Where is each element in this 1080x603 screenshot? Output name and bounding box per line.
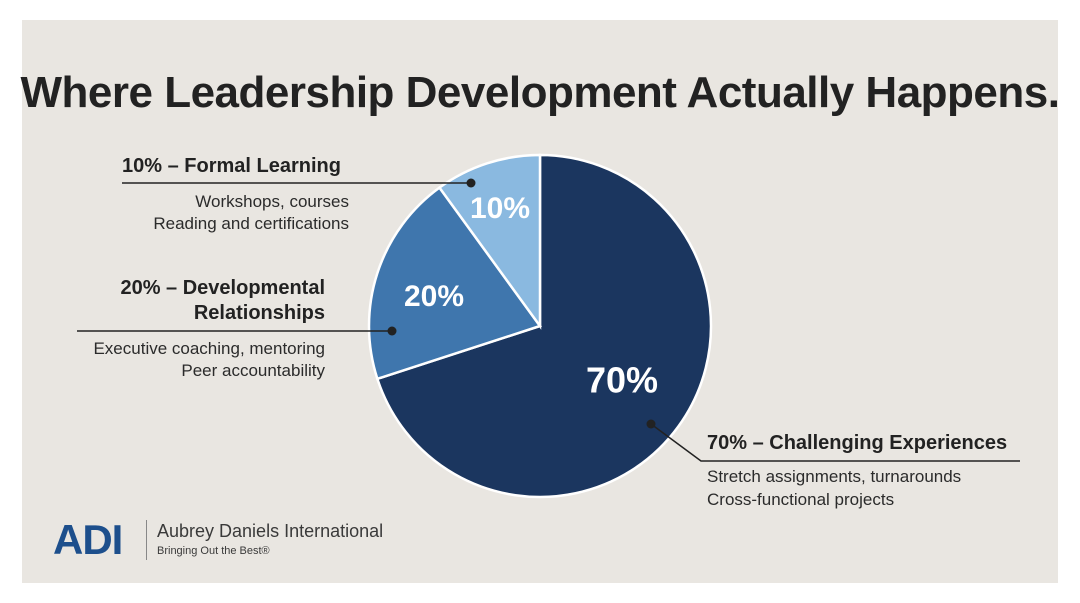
callout-relationships-title-1: 20% – Developmental xyxy=(120,277,325,299)
callout-formal-line2: Reading and certifications xyxy=(153,214,349,233)
chart-title: Where Leadership Development Actually Ha… xyxy=(20,68,1060,117)
pie-slice-20 xyxy=(367,185,543,381)
slice-label-10: 10% xyxy=(470,192,530,225)
leader-dot-experiences xyxy=(646,419,656,429)
callout-formal-line1: Workshops, courses xyxy=(195,192,349,211)
slice-label-20: 20% xyxy=(404,280,464,313)
callout-formal-title: 10% – Formal Learning xyxy=(122,155,341,177)
adi-logo-mark: ADI xyxy=(53,516,123,563)
logo-company-name: Aubrey Daniels International xyxy=(157,521,384,541)
callout-experiences-title: 70% – Challenging Experiences xyxy=(707,432,1008,454)
pie-slice-10 xyxy=(437,153,542,330)
slice-label-70: 70% xyxy=(586,360,658,401)
callout-experiences-line1: Stretch assignments, turnarounds xyxy=(707,467,962,486)
logo-divider xyxy=(146,520,147,560)
logo-tagline: Bringing Out the Best® xyxy=(157,545,270,557)
callout-relationships-title-2: Relationships xyxy=(193,302,325,324)
callout-relationships-line2: Peer accountability xyxy=(181,361,325,380)
leader-dot-formal xyxy=(466,178,476,188)
leader-dot-relationships xyxy=(387,326,397,336)
callout-experiences-line2: Cross-functional projects xyxy=(707,490,895,509)
callout-relationships-line1: Executive coaching, mentoring xyxy=(93,339,325,358)
leader-line-experiences xyxy=(650,423,1020,462)
pie-slice-70 xyxy=(375,153,713,499)
